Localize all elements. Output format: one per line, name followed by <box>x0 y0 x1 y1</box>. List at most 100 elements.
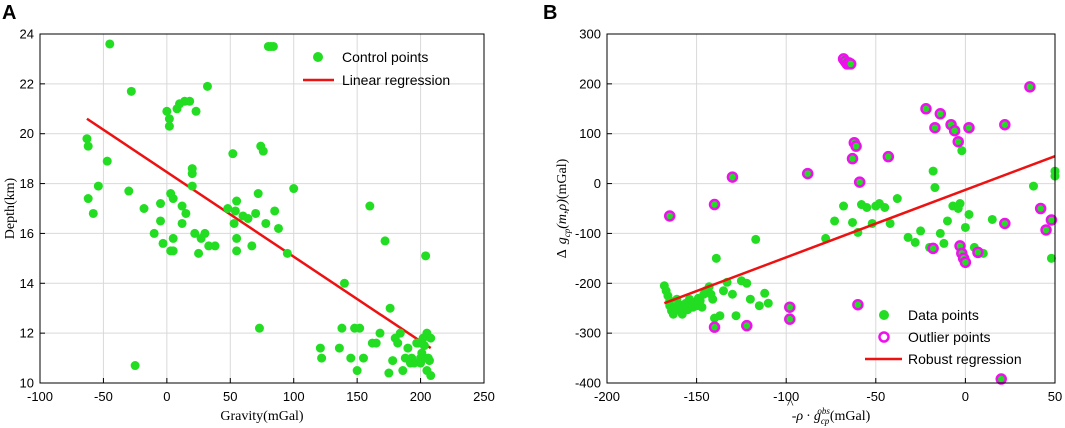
outlier-point <box>934 108 947 120</box>
data-point <box>964 209 974 219</box>
chart-b-xlabel: -ρ · gcpobs(mGal) <box>792 406 871 426</box>
data-point <box>385 303 395 313</box>
outlier-point <box>850 140 862 152</box>
data-point <box>247 241 257 251</box>
data-point <box>346 353 356 363</box>
chart-a-tick-labels: -100 -50 0 50 100 150 200 250 10 12 14 16 18 20 22 24 <box>20 27 495 405</box>
data-point <box>365 201 375 211</box>
legend-data-points-label: Data points <box>908 307 979 323</box>
data-point <box>268 41 278 51</box>
xlabel-unit: (mGal) <box>830 409 871 424</box>
data-point <box>164 121 174 131</box>
xlabel-g: g <box>814 409 821 424</box>
y-tick-label: 14 <box>20 276 34 291</box>
data-point <box>1046 253 1056 263</box>
xlabel-prefix: - <box>792 409 797 424</box>
data-point <box>102 156 112 166</box>
data-point <box>82 134 92 144</box>
data-point <box>754 301 764 311</box>
chart-a-ylabel: Depth(km) <box>3 177 18 239</box>
data-point <box>715 311 725 321</box>
x-tick-label: 250 <box>473 389 495 404</box>
data-point <box>126 86 136 96</box>
data-point <box>910 237 920 247</box>
outlier-point <box>663 210 676 222</box>
data-point <box>426 333 436 343</box>
data-point <box>760 288 770 298</box>
chart-b-regression <box>663 154 1056 305</box>
data-point <box>254 323 264 333</box>
data-point <box>177 201 187 211</box>
data-point <box>168 233 178 243</box>
data-point <box>210 241 220 251</box>
x-tick-label: -200 <box>594 389 620 404</box>
y-tick-label: 200 <box>579 76 601 91</box>
ylabel-g: g <box>555 237 570 244</box>
xlabel-dot: · <box>806 409 811 424</box>
legend-control-points-label: Control points <box>342 49 428 65</box>
chart-b: -200 -150 -100 -50 0 50-400-300-200-100010020… <box>555 27 1062 427</box>
data-point <box>232 233 242 243</box>
data-point <box>185 96 195 106</box>
chart-b-ylabel: Δgcp(m,ρ)(mGal) <box>555 158 572 258</box>
plot-frame <box>39 33 485 384</box>
outlier-point <box>995 373 1007 385</box>
data-point <box>727 289 737 299</box>
data-point <box>270 206 280 216</box>
x-tick-label: -100 <box>27 389 53 404</box>
outlier-point <box>801 167 814 180</box>
data-point <box>334 343 344 353</box>
outlier-point <box>852 298 864 311</box>
data-point <box>223 204 233 213</box>
data-point <box>187 181 197 191</box>
ylabel-args: (m,ρ) <box>555 199 570 229</box>
data-point <box>371 338 381 348</box>
data-point <box>419 341 429 351</box>
data-point <box>258 146 268 156</box>
data-point <box>149 228 159 238</box>
data-point <box>928 166 938 176</box>
data-point <box>718 286 728 296</box>
outlier-point <box>1034 202 1047 215</box>
outlier-point <box>999 217 1011 230</box>
y-tick-label: -100 <box>575 226 601 241</box>
data-point <box>930 183 940 193</box>
xlabel-hat: ^ <box>787 397 794 412</box>
data-point <box>228 149 238 159</box>
data-point <box>942 216 952 226</box>
data-point <box>668 309 678 319</box>
legend-robust-regression-label: Robust regression <box>908 351 1022 367</box>
data-point <box>903 232 913 242</box>
outlier-point <box>959 256 972 269</box>
x-tick-label: 100 <box>283 389 305 404</box>
outlier-point <box>963 121 975 134</box>
panel-b-letter: B <box>543 2 557 24</box>
x-tick-label: 50 <box>1048 389 1062 404</box>
plot-frame <box>606 33 1056 384</box>
outlier-point <box>853 176 866 188</box>
outlier-point <box>1024 81 1036 93</box>
data-point <box>139 204 149 213</box>
outlier-point <box>952 135 964 148</box>
chart-b-axes <box>606 33 1056 384</box>
data-point <box>885 218 895 228</box>
y-tick-label: 100 <box>579 126 601 141</box>
data-point <box>251 208 261 218</box>
ylabel-unit: (mGal) <box>555 158 570 199</box>
data-point <box>187 164 197 174</box>
regression-line <box>86 117 432 350</box>
data-point <box>960 222 970 232</box>
x-tick-label: -100 <box>773 389 799 404</box>
data-point <box>164 114 174 124</box>
outlier-point <box>844 58 857 70</box>
data-point <box>375 328 385 338</box>
x-tick-label: -50 <box>94 389 113 404</box>
data-point <box>426 371 436 381</box>
outlier-point <box>784 313 796 325</box>
x-tick-label: 200 <box>410 389 432 404</box>
chart-a: -100 -50 0 50 100 150 200 250 10 12 14 16 18 20 22 24 G… <box>3 27 495 425</box>
data-point <box>88 208 98 218</box>
data-point <box>380 236 390 246</box>
data-point <box>955 199 965 209</box>
